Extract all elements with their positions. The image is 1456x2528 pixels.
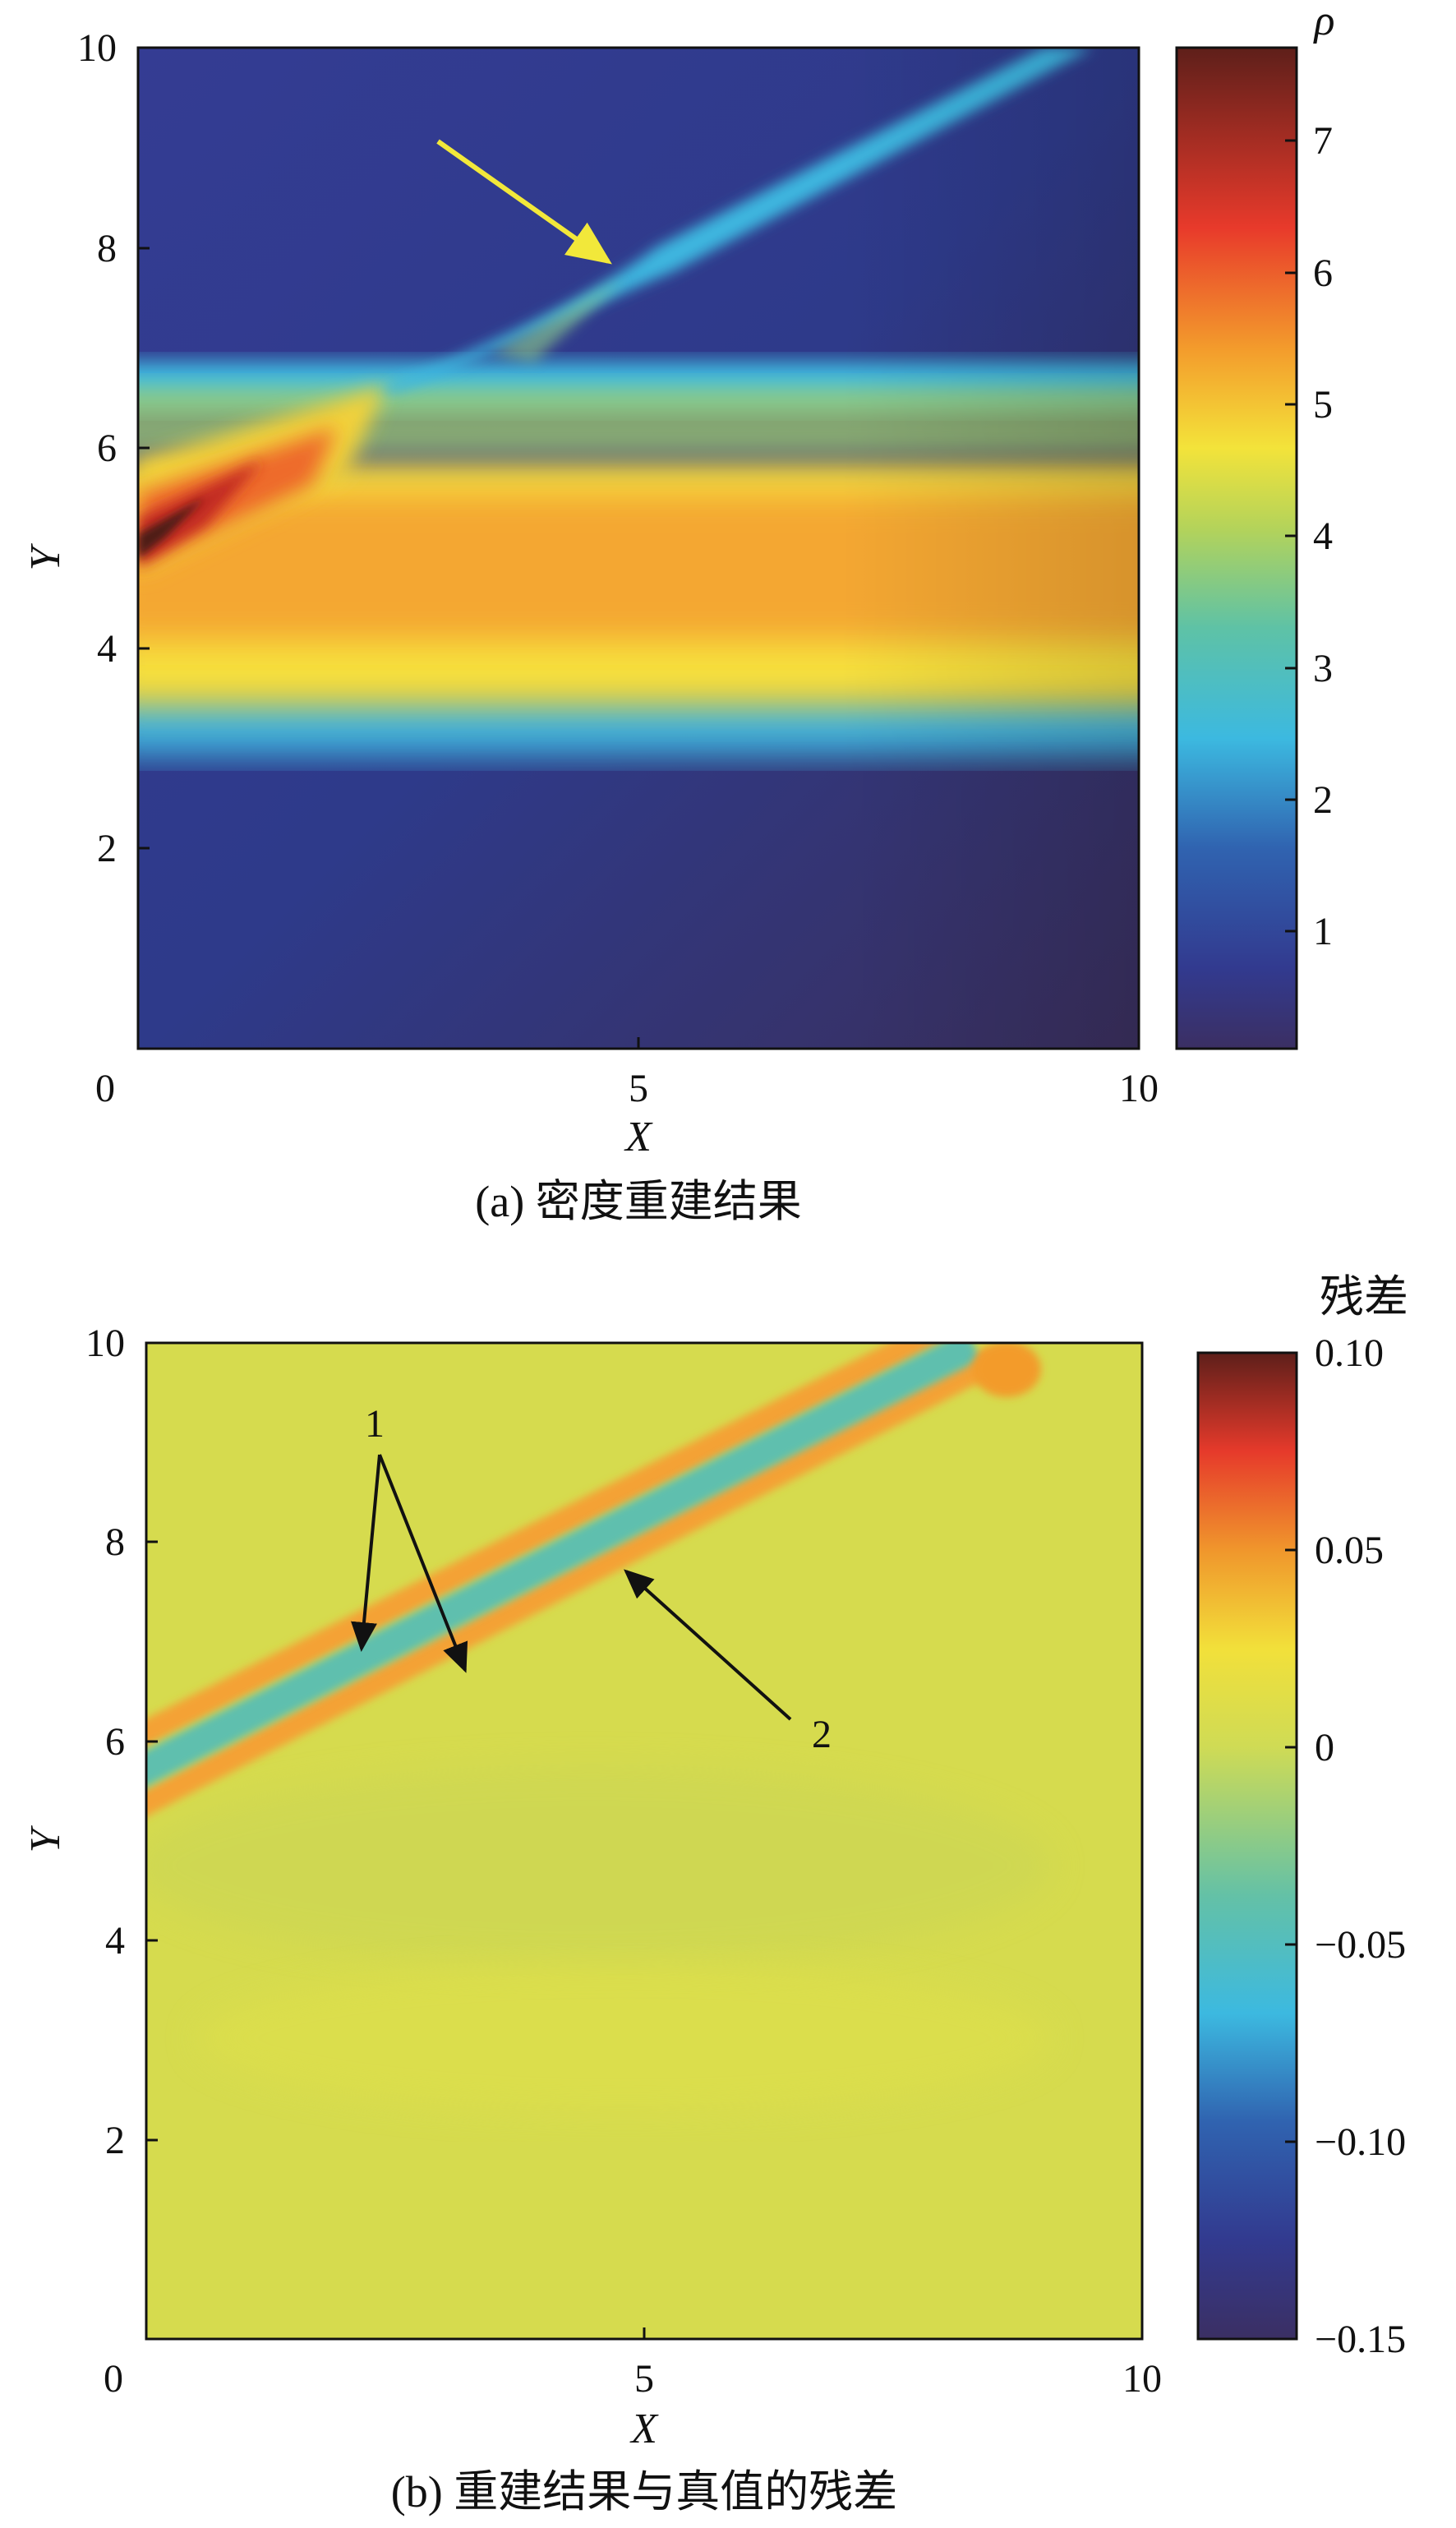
annotation-label-2: 2 <box>812 1713 832 1756</box>
colorbar-tick-label: −0.10 <box>1315 2120 1406 2164</box>
colorbar-b <box>1196 1351 1298 2341</box>
colorbar-a-ticks <box>1285 139 1297 933</box>
y-tick-label: 4 <box>105 1919 125 1963</box>
x-tick-label: 10 <box>1119 1067 1159 1110</box>
y-tick-label: 6 <box>97 427 117 470</box>
x-tick-label: 0 <box>95 1067 115 1110</box>
heatmap-b-image <box>146 1343 1142 2339</box>
annotation-arrow <box>378 1454 468 1673</box>
colorbar-tick-label: 0.05 <box>1315 1529 1384 1572</box>
colorbar-tick-label: 2 <box>1313 778 1333 822</box>
x-tick-label: 5 <box>634 2357 654 2401</box>
x-tick-label: 5 <box>629 1067 648 1110</box>
y-tick-label: 10 <box>85 1322 125 1365</box>
annotation-arrow <box>351 1454 381 1652</box>
colorbar-a-label: ρ <box>1313 0 1335 44</box>
axis-b-ticks <box>145 1341 1144 2339</box>
annotation-arrow <box>436 139 612 265</box>
panel-a: 2 4 6 8 10 0 5 10 X Y 1 2 3 <box>22 0 1334 1226</box>
colorbar-a <box>1175 46 1298 1050</box>
colorbar-tick-label: 6 <box>1313 251 1333 295</box>
panel-b: 2 4 6 8 10 0 5 10 X Y 1 2 0.10 <box>22 1272 1408 2516</box>
y-tick-label: 2 <box>105 2119 125 2162</box>
caption-b: (b) 重建结果与真值的残差 <box>391 2467 897 2516</box>
colorbar-tick-label: −0.05 <box>1315 1923 1406 1967</box>
x-axis-label: X <box>624 1114 653 1160</box>
colorbar-tick-label: 0 <box>1315 1726 1334 1769</box>
y-tick-label: 10 <box>77 26 117 70</box>
colorbar-tick-label: 1 <box>1313 910 1333 953</box>
y-tick-label: 6 <box>105 1720 125 1764</box>
heatmap-a-image <box>138 48 1139 1049</box>
colorbar-tick-label: 4 <box>1313 514 1333 558</box>
colorbar-tick-label: 7 <box>1313 119 1333 163</box>
x-axis-label: X <box>629 2406 659 2452</box>
y-tick-label: 4 <box>97 627 117 671</box>
colorbar-b-ticks <box>1285 1351 1297 2341</box>
x-tick-label: 0 <box>104 2357 123 2401</box>
y-tick-label: 2 <box>97 827 117 870</box>
y-tick-label: 8 <box>97 227 117 270</box>
colorbar-tick-label: 3 <box>1313 647 1333 690</box>
x-tick-label: 10 <box>1122 2357 1162 2401</box>
colorbar-tick-label: 0.10 <box>1315 1331 1384 1375</box>
annotation-label-1: 1 <box>365 1402 385 1446</box>
annotation-arrow <box>624 1569 792 1721</box>
caption-a: (a) 密度重建结果 <box>475 1177 801 1226</box>
colorbar-tick-label: 5 <box>1313 383 1333 427</box>
y-axis-label: Y <box>22 1824 69 1852</box>
colorbar-b-label: 残差 <box>1320 1272 1408 1322</box>
y-tick-label: 8 <box>105 1520 125 1564</box>
axis-a-ticks <box>136 46 1140 1049</box>
y-axis-label: Y <box>22 542 69 570</box>
colorbar-tick-label: −0.15 <box>1315 2318 1406 2361</box>
